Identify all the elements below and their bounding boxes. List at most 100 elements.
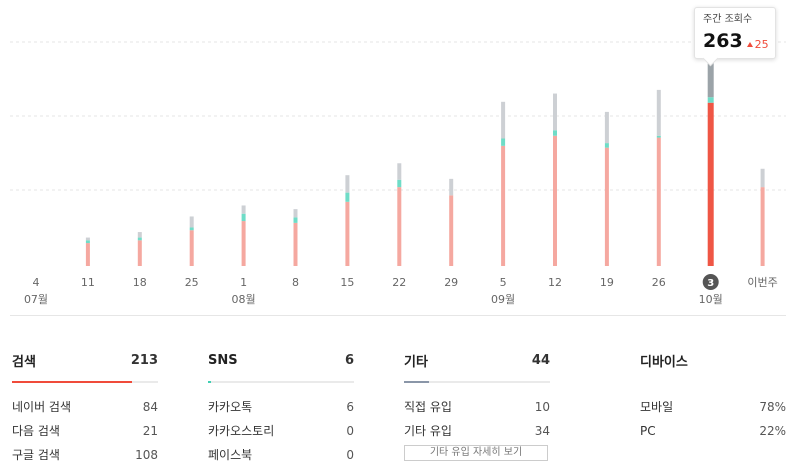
bar-segment-검색[interactable]	[397, 187, 402, 266]
bar-segment-검색[interactable]	[85, 243, 90, 266]
list-item: 다음 검색 21	[12, 419, 158, 443]
list-item-label: 모바일	[640, 400, 674, 414]
x-tick-label[interactable]: 22	[392, 276, 406, 289]
stat-search-title: 검색	[12, 354, 36, 370]
bar-segment-기타[interactable]	[189, 216, 194, 228]
list-item-value: 21	[142, 424, 158, 438]
stat-search: 검색 213 네이버 검색 84 다음 검색 21 구글 검색 108	[12, 350, 158, 467]
bar-segment-검색[interactable]	[604, 147, 609, 266]
x-tick-label[interactable]: 이번주	[747, 276, 777, 289]
list-item-value: 34	[534, 424, 550, 438]
bar-segment-SNS[interactable]	[241, 213, 246, 222]
bar-segment-검색[interactable]	[707, 102, 714, 266]
stat-sns-title: SNS	[208, 352, 238, 368]
bar-segment-검색[interactable]	[449, 195, 454, 266]
bar-segment-검색[interactable]	[293, 222, 298, 266]
tooltip-value: 263	[703, 30, 743, 52]
chart-divider	[10, 315, 786, 316]
list-item-value: 0	[346, 424, 354, 438]
bar-segment-SNS[interactable]	[293, 217, 298, 223]
list-item-value: 6	[346, 400, 354, 414]
bar-segment-기타[interactable]	[449, 178, 454, 196]
bar-segment-검색[interactable]	[189, 230, 194, 266]
x-tick-label[interactable]: 12	[548, 276, 562, 289]
bar-segment-SNS[interactable]	[553, 130, 557, 136]
bar-segment-기타[interactable]	[604, 111, 609, 144]
bar-segment-SNS[interactable]	[137, 237, 142, 241]
bar-segment-기타[interactable]	[241, 205, 246, 214]
bar-segment-기타[interactable]	[656, 89, 661, 136]
list-item-label: 네이버 검색	[12, 400, 72, 414]
list-item: PC 22%	[640, 419, 786, 443]
bar-segment-검색[interactable]	[137, 240, 142, 266]
bar-segment-기타[interactable]	[397, 163, 402, 180]
stat-etc-total: 44	[531, 352, 550, 368]
list-item: 기타 유입 34	[404, 419, 550, 443]
list-item: 구글 검색 108	[12, 443, 158, 467]
list-item-label: 기타 유입	[404, 424, 452, 438]
bar-segment-SNS[interactable]	[707, 97, 714, 103]
stat-sns-bar	[208, 381, 354, 383]
x-tick-label[interactable]: 15	[340, 276, 354, 289]
stat-sns-total: 6	[344, 352, 354, 368]
list-item-value: 84	[142, 400, 158, 414]
bar-segment-기타[interactable]	[501, 101, 506, 139]
stat-device-title: 디바이스	[640, 354, 688, 370]
x-tick-label[interactable]: 18	[133, 276, 147, 289]
stat-device-bar	[640, 381, 786, 383]
list-item: 카카오스토리 0	[208, 419, 354, 443]
stat-sns: SNS 6 카카오톡 6 카카오스토리 0 페이스북 0	[208, 350, 354, 467]
x-tick-label[interactable]: 29	[444, 276, 458, 289]
x-tick-label[interactable]: 26	[652, 276, 666, 289]
bar-segment-기타[interactable]	[137, 232, 142, 238]
stat-etc: 기타 44 직접 유입 10 기타 유입 34 기타 유입 자세히 보기	[404, 350, 550, 461]
x-tick-label[interactable]: 3	[707, 278, 714, 289]
weekly-views-tooltip: 주간 조회수 263 25	[694, 7, 776, 59]
stat-search-bar	[12, 381, 158, 383]
bar-segment-SNS[interactable]	[85, 240, 90, 244]
month-label: 10월	[699, 293, 723, 306]
list-item: 카카오톡 6	[208, 395, 354, 419]
bar-segment-기타[interactable]	[85, 237, 90, 241]
bar-segment-기타[interactable]	[345, 175, 350, 193]
list-item-value: 78%	[759, 400, 786, 414]
x-tick-label[interactable]: 1	[240, 276, 247, 289]
month-label: 09월	[491, 293, 515, 306]
x-tick-label[interactable]: 19	[600, 276, 614, 289]
x-tick-label[interactable]: 8	[292, 276, 299, 289]
bar-segment-SNS[interactable]	[604, 143, 609, 148]
bar-segment-SNS[interactable]	[189, 227, 194, 231]
bar-segment-SNS[interactable]	[397, 179, 402, 188]
bar-segment-검색[interactable]	[241, 221, 246, 266]
x-tick-label[interactable]: 5	[500, 276, 507, 289]
x-tick-label[interactable]: 4	[33, 276, 40, 289]
list-item-label: 구글 검색	[12, 448, 60, 462]
etc-details-button[interactable]: 기타 유입 자세히 보기	[404, 445, 548, 461]
bar-segment-SNS[interactable]	[656, 135, 661, 138]
bar-segment-기타[interactable]	[553, 93, 557, 131]
list-item-value: 10	[534, 400, 550, 414]
bar-segment-검색[interactable]	[760, 187, 765, 266]
bar-segment-기타[interactable]	[760, 168, 765, 188]
list-item-value: 22%	[759, 424, 786, 438]
list-item: 페이스북 0	[208, 443, 354, 467]
bar-segment-검색[interactable]	[501, 145, 506, 266]
tooltip-delta: 25	[746, 38, 769, 51]
bar-segment-검색[interactable]	[345, 201, 350, 266]
list-item: 직접 유입 10	[404, 395, 550, 419]
list-item-label: 카카오스토리	[208, 424, 275, 438]
stat-sns-bar-fill	[208, 381, 211, 383]
month-label: 08월	[232, 293, 256, 306]
bar-segment-검색[interactable]	[553, 135, 557, 266]
bar-segment-기타[interactable]	[293, 209, 298, 218]
list-item-label: 직접 유입	[404, 400, 452, 414]
x-tick-label[interactable]: 25	[185, 276, 199, 289]
stat-etc-title: 기타	[404, 354, 428, 370]
bar-segment-검색[interactable]	[656, 137, 661, 266]
x-tick-label[interactable]: 11	[81, 276, 95, 289]
bar-segment-기타[interactable]	[707, 56, 714, 98]
bar-segment-SNS[interactable]	[501, 138, 506, 146]
selected-week-marker	[702, 274, 719, 290]
bar-segment-SNS[interactable]	[345, 192, 350, 202]
